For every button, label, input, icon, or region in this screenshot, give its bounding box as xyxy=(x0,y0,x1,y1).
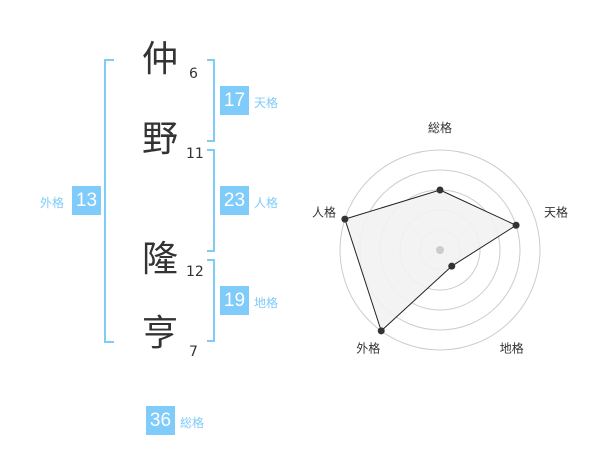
tenkaku-value: 17 xyxy=(220,86,249,115)
radar-ring xyxy=(339,149,541,351)
radar-axis-label: 人格 xyxy=(312,204,336,219)
chikaku-label: 地格 xyxy=(254,296,279,310)
name-char-4: 亨 xyxy=(141,313,178,354)
radar-axis-label: 地格 xyxy=(500,341,524,356)
radar-point xyxy=(377,327,385,335)
jinkaku-label: 人格 xyxy=(254,196,279,210)
soukaku-label: 総格 xyxy=(180,416,205,430)
stroke-count-1: 6 xyxy=(189,66,198,82)
radar-axis-label: 外格 xyxy=(356,341,380,356)
jinkaku-value: 23 xyxy=(220,186,249,215)
radar-axis-label: 総格 xyxy=(428,120,452,135)
stroke-count-3: 12 xyxy=(186,264,204,280)
tenkaku-label: 天格 xyxy=(254,96,279,110)
stroke-count-2: 11 xyxy=(186,146,204,162)
tenkaku-bracket xyxy=(207,59,215,142)
radar-axis-label: 天格 xyxy=(544,204,568,219)
radar-point xyxy=(512,221,520,229)
radar-point xyxy=(448,262,456,270)
stroke-count-4: 7 xyxy=(189,344,198,360)
name-char-2: 野 xyxy=(141,119,178,160)
chikaku-bracket xyxy=(207,259,215,342)
name-char-1: 仲 xyxy=(141,39,178,80)
name-char-3: 隆 xyxy=(141,239,178,280)
gaikaku-value: 13 xyxy=(72,186,101,215)
soukaku-value: 36 xyxy=(146,406,175,435)
radar-center xyxy=(436,246,444,254)
radar-point xyxy=(436,186,444,194)
jinkaku-bracket xyxy=(207,149,215,252)
radar-point xyxy=(341,215,349,223)
gaikaku-bracket xyxy=(104,59,114,343)
gaikaku-label: 外格 xyxy=(40,196,65,210)
radar-area xyxy=(344,189,518,332)
chikaku-value: 19 xyxy=(220,286,249,315)
